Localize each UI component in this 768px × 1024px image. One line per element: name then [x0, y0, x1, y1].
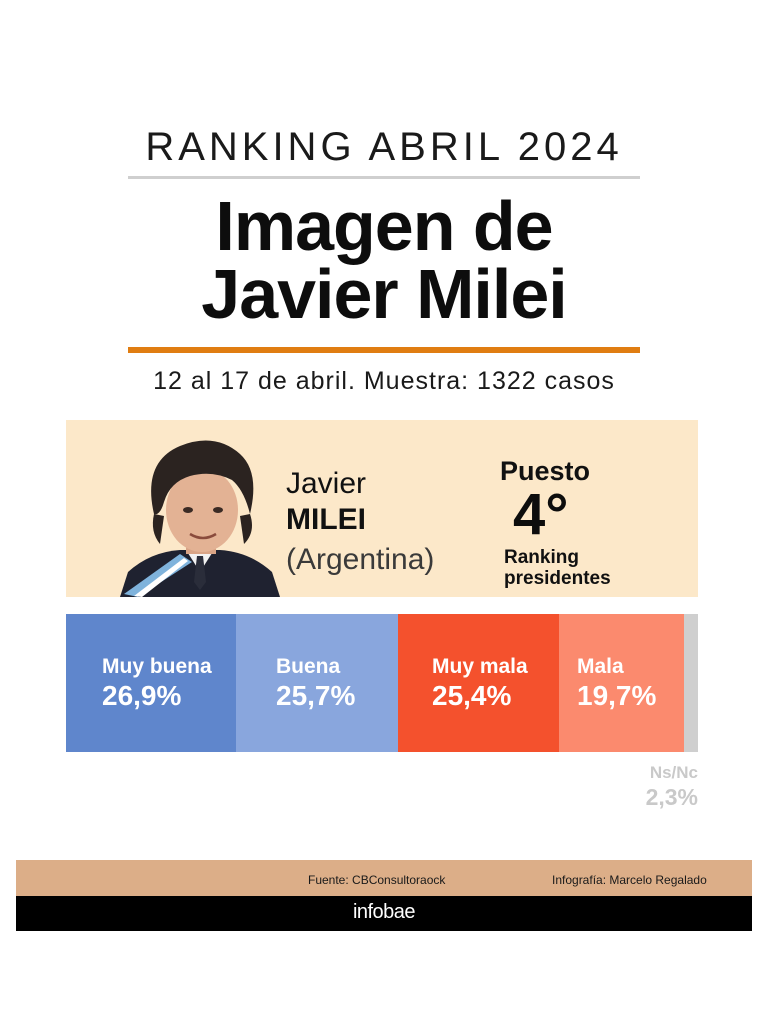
rank-label: Puesto — [500, 456, 591, 486]
outside-segment-label: Ns/Nc 2,3% — [600, 762, 698, 810]
name-first: Javier — [286, 467, 367, 500]
portrait-photo — [120, 432, 280, 597]
bar-segment-buena: Buena 25,7% — [236, 614, 398, 752]
brand-logo: infobae — [352, 901, 416, 923]
bar-label-muy-mala: Muy mala 25,4% — [432, 654, 528, 712]
rank-value: 4° — [513, 482, 569, 547]
bar-label-mala: Mala 19,7% — [577, 654, 656, 712]
bar-label-muy-buena: Muy buena 26,9% — [102, 654, 212, 712]
bar-category-buena: Buena — [276, 655, 341, 678]
source-credit: Fuente: CBConsultoraock — [308, 873, 446, 887]
bar-value-muy-buena: 26,9% — [102, 680, 182, 711]
bar-segment-mala: Mala 19,7% — [559, 614, 684, 752]
bar-value-buena: 25,7% — [276, 680, 356, 711]
bar-value-mala: 19,7% — [577, 680, 657, 711]
bar-category-mala: Mala — [577, 655, 624, 678]
divider-orange — [128, 347, 640, 353]
bar-segment-ns-nc — [684, 614, 698, 752]
divider-grey — [128, 176, 640, 179]
stacked-bar-chart: Muy buena 26,9% Buena 25,7% Muy mala 25,4% Mal… — [66, 614, 698, 752]
name-last: MILEI — [286, 503, 366, 536]
rank-caption-line-1: Ranking — [504, 547, 579, 568]
country-label: (Argentina) — [286, 543, 435, 576]
bar-segment-muy-mala: Muy mala 25,4% — [398, 614, 559, 752]
rank-caption: Ranking presidentes — [504, 547, 611, 589]
bar-label-buena: Buena 25,7% — [276, 654, 355, 712]
rank-caption-line-2: presidentes — [504, 568, 611, 589]
outside-segment-value: 2,3% — [645, 784, 698, 810]
bar-segment-muy-buena: Muy buena 26,9% — [66, 614, 236, 752]
headline-line-1: Imagen de — [215, 187, 553, 265]
infographic-credit: Infografía: Marcelo Regalado — [552, 873, 707, 887]
footer-band — [16, 860, 752, 896]
footer-brand-bar — [16, 896, 752, 931]
bar-category-muy-mala: Muy mala — [432, 655, 528, 678]
outside-segment-category: Ns/Nc — [649, 763, 698, 782]
bar-value-muy-mala: 25,4% — [432, 680, 512, 711]
headline: Imagen de Javier Milei — [0, 187, 768, 333]
subtitle: 12 al 17 de abril. Muestra: 1322 casos — [153, 367, 615, 395]
headline-line-2: Javier Milei — [201, 255, 567, 333]
bar-category-muy-buena: Muy buena — [102, 655, 212, 678]
kicker-title: RANKING ABRIL 2024 — [145, 125, 623, 169]
